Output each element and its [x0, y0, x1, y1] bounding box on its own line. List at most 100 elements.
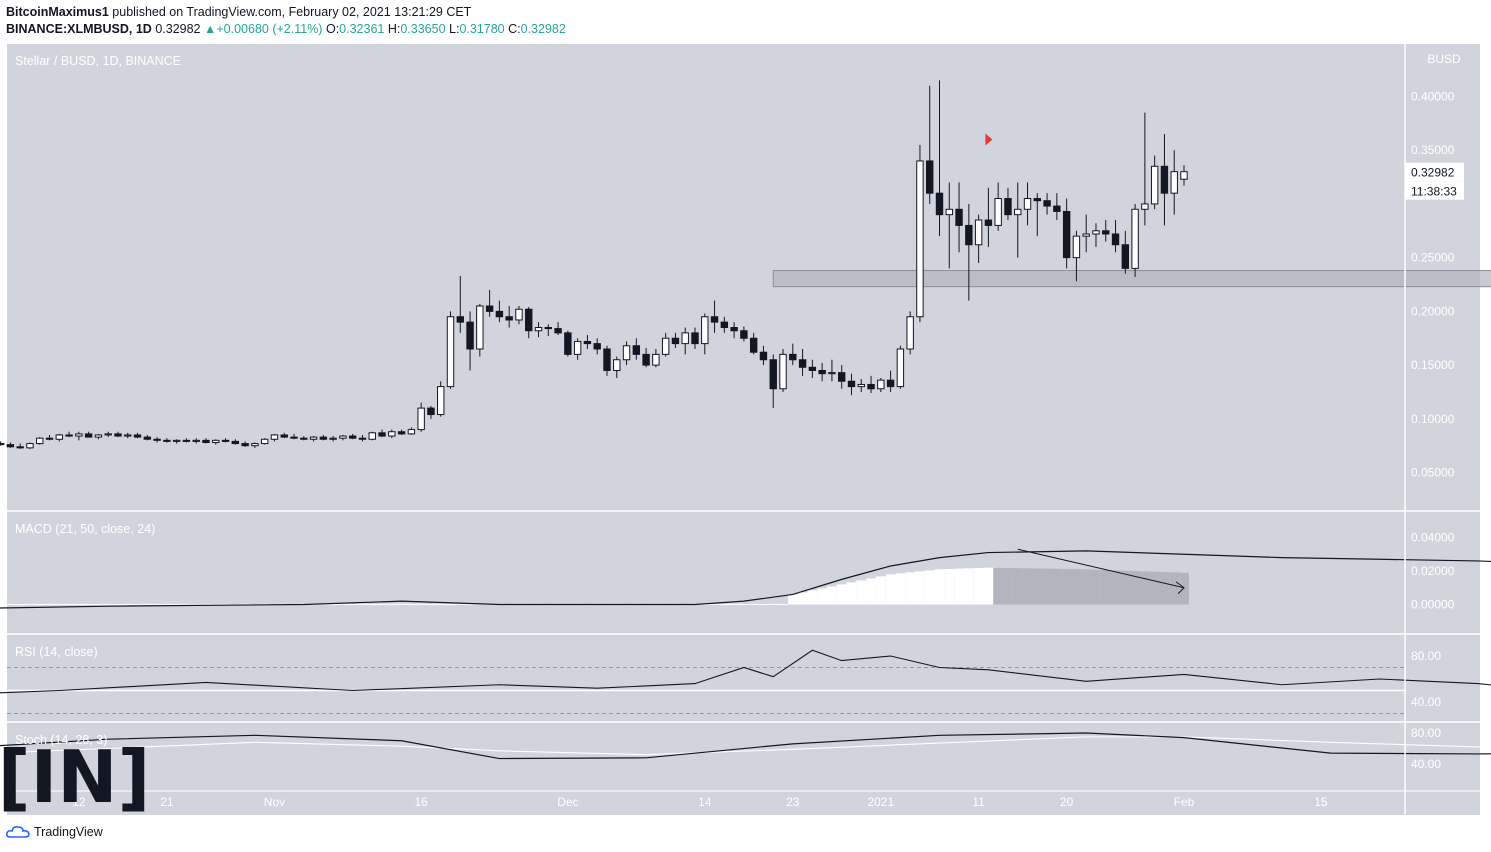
candle-down[interactable]: [1033, 198, 1041, 202]
macd-pane[interactable]: MACD (21, 50, close, 24): [0, 521, 1491, 610]
candle-down[interactable]: [1043, 200, 1051, 207]
candle-up[interactable]: [622, 345, 631, 361]
candle-down[interactable]: [955, 208, 963, 226]
candle-up[interactable]: [652, 353, 660, 366]
candle-up[interactable]: [251, 443, 259, 447]
candle-up[interactable]: [212, 439, 220, 443]
candle-down[interactable]: [84, 433, 93, 438]
candle-down[interactable]: [691, 332, 699, 345]
candle-down[interactable]: [886, 379, 895, 388]
candle-down[interactable]: [0, 443, 5, 446]
candle-down[interactable]: [769, 359, 777, 390]
candle-down[interactable]: [583, 340, 592, 345]
stoch-d-line[interactable]: [0, 736, 1491, 761]
candle-down[interactable]: [466, 321, 474, 350]
candle-down[interactable]: [202, 439, 210, 443]
candle-up[interactable]: [896, 348, 905, 388]
candle-up[interactable]: [368, 432, 376, 440]
candle-up[interactable]: [192, 439, 200, 442]
support-zone[interactable]: [772, 270, 1491, 288]
candle-down[interactable]: [867, 383, 875, 390]
candle-up[interactable]: [329, 437, 337, 440]
candle-down[interactable]: [231, 440, 240, 445]
candle-down[interactable]: [1160, 165, 1169, 194]
candle-down[interactable]: [163, 439, 171, 442]
candle-up[interactable]: [94, 434, 103, 438]
candle-up[interactable]: [613, 359, 621, 371]
candle-up[interactable]: [994, 198, 1002, 226]
candle-down[interactable]: [1062, 210, 1071, 259]
candle-down[interactable]: [485, 305, 494, 312]
candle-down[interactable]: [505, 316, 513, 321]
candle-up[interactable]: [476, 305, 484, 350]
candle-up[interactable]: [1092, 230, 1100, 235]
candle-down[interactable]: [564, 332, 572, 355]
price-pane[interactable]: Stellar / BUSD, 1D, BINANCE: [0, 54, 1491, 450]
candle-down[interactable]: [1102, 230, 1110, 235]
candle-up[interactable]: [974, 219, 983, 246]
candle-up[interactable]: [661, 337, 670, 355]
candle-down[interactable]: [290, 436, 298, 439]
rsi-line[interactable]: [0, 649, 1491, 702]
candle-up[interactable]: [945, 208, 953, 216]
candle-down[interactable]: [926, 160, 934, 194]
candle-down[interactable]: [789, 353, 797, 361]
candle-up[interactable]: [906, 316, 914, 350]
candle-up[interactable]: [779, 353, 787, 390]
candle-up[interactable]: [828, 372, 836, 375]
candle-down[interactable]: [319, 436, 328, 440]
candle-up[interactable]: [573, 340, 582, 355]
candle-down[interactable]: [740, 330, 748, 339]
candle-up[interactable]: [75, 433, 83, 437]
candle-down[interactable]: [1053, 205, 1061, 212]
author-name[interactable]: BitcoinMaximus1: [6, 5, 109, 19]
candle-up[interactable]: [681, 332, 689, 345]
candle-up[interactable]: [1150, 165, 1159, 205]
candle-up[interactable]: [1082, 233, 1090, 237]
candle-up[interactable]: [1170, 171, 1178, 194]
candle-down[interactable]: [544, 326, 552, 330]
candle-down[interactable]: [984, 219, 993, 226]
candle-down[interactable]: [965, 224, 973, 246]
candle-down[interactable]: [45, 437, 54, 440]
candle-down[interactable]: [378, 432, 386, 437]
footer[interactable]: TradingView: [6, 825, 103, 839]
candle-up[interactable]: [407, 429, 416, 435]
candle-down[interactable]: [358, 437, 367, 440]
candle-down[interactable]: [221, 439, 230, 442]
candle-down[interactable]: [495, 310, 504, 318]
candle-down[interactable]: [818, 369, 826, 375]
candle-up[interactable]: [172, 439, 181, 442]
candle-down[interactable]: [730, 326, 738, 332]
candle-up[interactable]: [446, 316, 455, 388]
candle-down[interactable]: [114, 433, 122, 437]
stoch-pane[interactable]: Stoch (14, 28, 3): [0, 732, 1491, 766]
candle-down[interactable]: [349, 435, 357, 439]
candle-down[interactable]: [798, 359, 807, 368]
rsi-pane[interactable]: RSI (14, close): [0, 645, 1491, 714]
candle-down[interactable]: [749, 337, 758, 353]
candle-down[interactable]: [808, 366, 817, 371]
candle-down[interactable]: [603, 348, 611, 371]
candle-down[interactable]: [153, 438, 161, 441]
candle-up[interactable]: [26, 443, 34, 449]
candle-up[interactable]: [260, 438, 269, 445]
candle-down[interactable]: [632, 345, 641, 355]
candle-up[interactable]: [916, 160, 924, 318]
candle-down[interactable]: [456, 316, 464, 323]
candle-up[interactable]: [388, 431, 396, 437]
candle-down[interactable]: [554, 328, 562, 334]
candle-down[interactable]: [710, 316, 719, 323]
candle-up[interactable]: [857, 383, 865, 388]
candle-down[interactable]: [65, 434, 73, 437]
candle-up[interactable]: [339, 435, 347, 439]
candle-up[interactable]: [104, 433, 112, 436]
candle-down[interactable]: [143, 436, 152, 440]
candle-down[interactable]: [847, 380, 856, 388]
candle-up[interactable]: [309, 436, 318, 440]
candle-down[interactable]: [642, 353, 650, 366]
candle-up[interactable]: [437, 386, 445, 416]
candle-down[interactable]: [397, 431, 406, 435]
candle-down[interactable]: [671, 337, 680, 345]
